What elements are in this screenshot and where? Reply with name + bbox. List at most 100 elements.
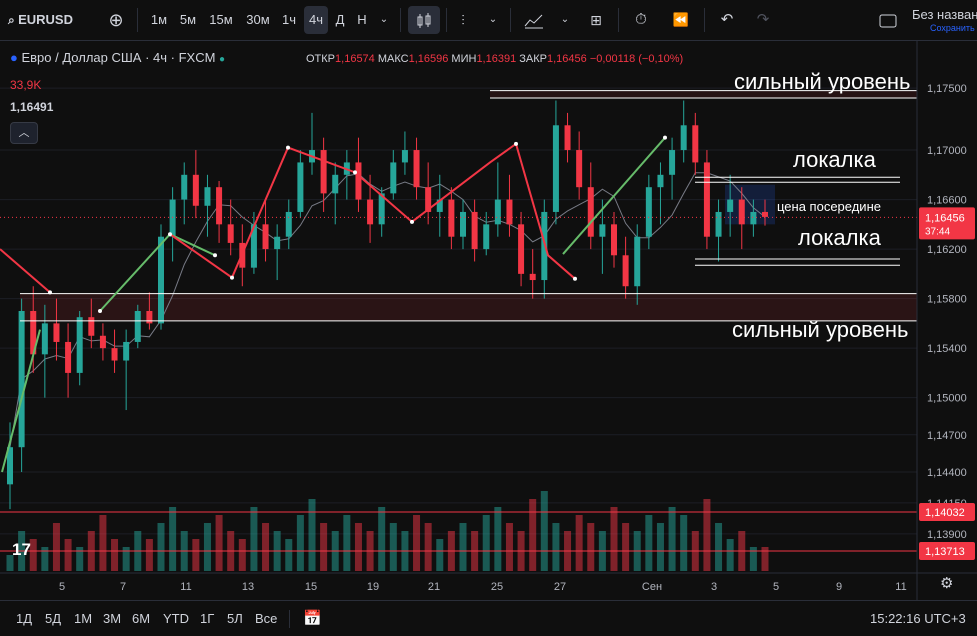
candle-body [599, 224, 606, 237]
replay-icon[interactable]: ⏪ [672, 12, 690, 27]
indicators-icon[interactable] [520, 6, 548, 34]
interval-15m[interactable]: 15м [209, 12, 233, 27]
interval-week[interactable]: Н [357, 12, 367, 27]
interval-day[interactable]: Д [335, 12, 345, 27]
candle [692, 112, 699, 175]
chevron-down-icon[interactable]: ⌄ [560, 14, 570, 25]
volume-bar [354, 523, 362, 571]
redo-icon[interactable]: ↷ [756, 11, 770, 28]
undo-icon[interactable]: ↶ [720, 11, 734, 28]
candle-body [680, 125, 687, 151]
zigzag-point [514, 141, 518, 146]
chevron-down-icon[interactable]: ⌄ [379, 14, 389, 25]
time-tick-label: 9 [836, 581, 842, 593]
candle [529, 249, 536, 299]
candle [65, 323, 72, 398]
candle-body [181, 174, 188, 200]
volume-bar [587, 523, 595, 571]
annotation-strong-level-bottom[interactable]: сильный уровень [732, 317, 909, 342]
range-all[interactable]: Все [255, 611, 278, 626]
change-value: −0,00118 (−0,10%) [589, 53, 684, 65]
zigzag-point [98, 309, 102, 313]
range-6m[interactable]: 6М [132, 611, 151, 626]
range-1m[interactable]: 1М [74, 611, 93, 626]
chevron-down-icon[interactable]: ⌄ [488, 14, 498, 25]
candle [436, 174, 443, 237]
ohlc-values: ОТКР1,16574 МАКС1,16596 МИН1,16391 ЗАКР1… [306, 53, 684, 65]
candle-body [448, 199, 455, 237]
open-value: 1,16574 [335, 53, 375, 65]
collapse-legend-button[interactable]: ︿ [10, 122, 38, 144]
status-dot: ● [219, 54, 226, 65]
time-tick-label: 11 [895, 581, 906, 593]
calendar-icon[interactable]: 📅 [303, 610, 322, 627]
clock[interactable]: 15:22:16 UTC+3 [870, 611, 966, 626]
resistance-zone [490, 90, 917, 99]
compare-symbol-button[interactable]: ⊕ [108, 10, 124, 30]
interval-5m[interactable]: 5м [179, 12, 197, 27]
save-layout-button[interactable]: Сохранить [930, 23, 975, 33]
close-value: 1,16456 [547, 53, 587, 65]
candle [703, 150, 710, 250]
candle [645, 174, 652, 250]
candle [622, 236, 629, 299]
volume-price-tag [919, 503, 975, 521]
range-3m[interactable]: 3М [103, 611, 122, 626]
candle-body [587, 187, 594, 237]
candle-body [703, 162, 710, 237]
candles-chart-type-icon[interactable] [408, 6, 440, 34]
symbol-search[interactable]: ⌕ EURUSD [8, 12, 73, 27]
candle-body [413, 150, 420, 188]
range-5y[interactable]: 5Л [227, 611, 243, 626]
volume-bar [64, 539, 72, 571]
candle [262, 199, 269, 262]
candle-body [158, 236, 164, 324]
interval-4h[interactable]: 4ч [304, 6, 328, 34]
templates-icon[interactable]: ⊞ [590, 12, 602, 28]
candle-body [483, 224, 490, 250]
annotation-middle[interactable]: цена посередине [777, 199, 881, 214]
fullscreen-icon[interactable] [876, 6, 900, 34]
layout-name[interactable]: Без назван [912, 7, 977, 22]
volume-bar [413, 515, 421, 571]
zigzag-point [168, 232, 172, 237]
candle [192, 150, 199, 219]
annotation-local-top[interactable]: локалка [793, 147, 876, 172]
candle-body [320, 150, 327, 194]
range-ytd[interactable]: YTD [163, 611, 189, 626]
candle [518, 211, 525, 287]
candle-body [297, 162, 304, 212]
candle [146, 292, 153, 330]
candle [297, 150, 304, 219]
candle-body [529, 273, 536, 281]
symbol-title[interactable]: Евро / Доллар США · 4ч · FXCM [21, 50, 216, 65]
candle-body [274, 236, 281, 250]
volume-bar [169, 507, 177, 571]
candle-body [204, 187, 211, 206]
price-chart[interactable]: 1,17500 1,17000 1,16600 1,16200 1,15800 1,154… [0, 41, 977, 601]
candle [111, 329, 118, 373]
zigzag-lines [0, 135, 667, 473]
interval-30m[interactable]: 30м [246, 12, 270, 27]
interval-1m[interactable]: 1м [150, 12, 168, 27]
annotation-local-bottom[interactable]: локалка [798, 225, 881, 250]
volume-bar [76, 547, 84, 571]
volume-bar [389, 523, 397, 571]
range-1y[interactable]: 1Г [200, 611, 215, 626]
bars-chart-icon[interactable]: ⫶ [461, 12, 465, 28]
chart-legend: ● Евро / Доллар США · 4ч · FXCM ● [10, 50, 225, 65]
annotation-strong-level-top[interactable]: сильный уровень [734, 69, 911, 94]
settings-gear-icon[interactable]: ⚙ [940, 575, 954, 592]
price-tick-label: 1,13900 [927, 529, 967, 541]
time-tick-label: 5 [59, 581, 65, 593]
volume-bar [215, 515, 223, 571]
alert-icon[interactable]: ⏱ [635, 11, 647, 28]
candle-body [611, 224, 617, 256]
candle-body [436, 199, 443, 212]
range-1d[interactable]: 1Д [16, 611, 33, 626]
interval-1h[interactable]: 1ч [281, 12, 296, 27]
range-5d[interactable]: 5Д [45, 611, 62, 626]
volume-bar [320, 523, 328, 571]
candle [216, 181, 223, 243]
sep [289, 610, 290, 628]
